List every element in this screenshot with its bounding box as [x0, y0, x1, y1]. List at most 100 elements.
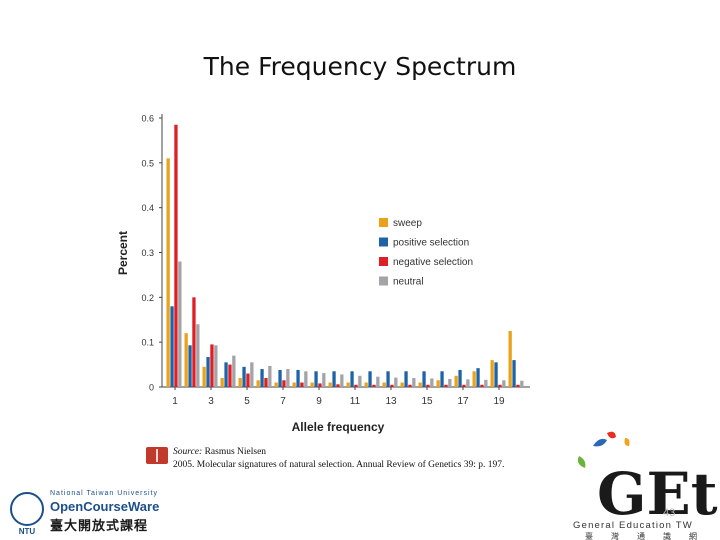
bar-sweep — [400, 382, 404, 387]
legend-label-positive: positive selection — [393, 238, 469, 249]
bar-sweep — [364, 382, 368, 387]
bar-sweep — [166, 158, 170, 387]
bar-positive — [260, 369, 264, 387]
x-tick-label: 7 — [280, 396, 286, 407]
bar-negative — [498, 384, 502, 387]
legend-label-sweep: sweep — [393, 218, 422, 229]
page-number: 43 — [663, 507, 676, 519]
bar-positive — [188, 345, 192, 387]
source-reference: 2005. Molecular signatures of natural se… — [173, 460, 505, 470]
bar-neutral — [502, 380, 506, 387]
bar-neutral — [430, 378, 434, 387]
allele-frequency-chart: 00.10.20.30.40.50.61 3 5 7 9 11 13 15 17 19 Perce… — [116, 114, 530, 434]
y-tick-label: 0.3 — [141, 248, 154, 258]
bar-negative — [246, 373, 250, 387]
bar-neutral — [340, 374, 344, 387]
legend-swatch-negative — [379, 257, 388, 266]
x-tick-label: 19 — [493, 396, 505, 407]
bar-positive — [512, 360, 516, 387]
legend-swatch-positive — [379, 237, 388, 247]
bar-positive — [458, 369, 462, 387]
get-subtitle: General Education TW — [573, 520, 693, 531]
bar-positive — [404, 371, 408, 387]
bar-negative — [318, 383, 322, 387]
plot-area: 00.10.20.30.40.50.61 3 5 7 9 11 13 15 17 19 — [141, 114, 530, 407]
bar-sweep — [382, 382, 386, 387]
bar-neutral — [520, 380, 524, 387]
bar-neutral — [394, 377, 398, 387]
bar-sweep — [346, 382, 350, 387]
bar-neutral — [322, 373, 326, 387]
bar-negative — [516, 384, 520, 387]
ocw-cjk-name: 臺大開放式課程 — [50, 518, 149, 533]
bar-negative — [300, 382, 304, 387]
get-logo: GEt General Education TW 臺灣通識網 — [573, 431, 718, 540]
book-icon — [146, 447, 168, 464]
bar-sweep — [292, 382, 296, 387]
bar-positive — [278, 369, 282, 387]
bar-neutral — [268, 365, 272, 387]
bar-positive — [440, 371, 444, 387]
bar-negative — [174, 124, 178, 387]
x-tick-label: 11 — [350, 396, 361, 407]
bar-negative — [336, 384, 340, 387]
bar-negative — [390, 384, 394, 387]
source-citation: Source: Rasmus Nielsen 2005. Molecular s… — [173, 446, 504, 472]
y-axis-label: Percent — [116, 231, 130, 275]
bar-sweep — [184, 333, 188, 387]
bar-sweep — [490, 360, 494, 387]
ntu-name: National Taiwan University — [50, 490, 158, 497]
bar-positive — [332, 371, 336, 387]
bar-sweep — [454, 375, 458, 387]
legend-swatch-sweep — [379, 218, 388, 227]
y-tick-label: 0.5 — [141, 158, 154, 168]
bar-negative — [444, 384, 448, 387]
chart-legend: sweep positive selection negative selectio… — [379, 218, 473, 288]
bar-neutral — [232, 355, 236, 387]
bar-positive — [170, 306, 174, 387]
y-tick-label: 0.2 — [141, 293, 154, 303]
bar-positive — [224, 362, 228, 387]
source-lead: Source: — [173, 447, 203, 457]
bar-positive — [206, 356, 210, 387]
bar-negative — [372, 384, 376, 387]
bar-sweep — [436, 380, 440, 387]
bar-negative — [264, 378, 268, 387]
bar-negative — [426, 384, 430, 387]
bar-negative — [282, 380, 286, 387]
bar-neutral — [412, 378, 416, 387]
bar-positive — [314, 371, 318, 387]
bar-positive — [494, 362, 498, 387]
bar-positive — [242, 366, 246, 387]
bar-negative — [462, 384, 466, 387]
bar-negative — [192, 297, 196, 387]
y-tick-label: 0.6 — [141, 114, 154, 124]
bar-negative — [354, 384, 358, 387]
bar-sweep — [238, 378, 242, 387]
legend-swatch-neutral — [379, 276, 388, 286]
ntu-seal-icon: NTU — [10, 492, 44, 536]
legend-label-neutral: neutral — [393, 277, 424, 288]
y-tick-label: 0.4 — [141, 203, 154, 213]
ntu-seal-label: NTU — [18, 527, 36, 536]
bar-positive — [368, 371, 372, 387]
x-tick-label: 13 — [385, 396, 397, 407]
x-tick-label: 9 — [316, 396, 322, 407]
bar-neutral — [358, 375, 362, 387]
x-tick-label: 5 — [244, 396, 250, 407]
x-tick-label: 17 — [457, 396, 469, 407]
x-tick-label: 3 — [208, 396, 214, 407]
y-tick-label: 0.1 — [141, 338, 154, 348]
bar-neutral — [466, 379, 470, 387]
bar-sweep — [508, 330, 512, 387]
bar-neutral — [196, 324, 200, 387]
bar-sweep — [310, 382, 314, 387]
ocw-name: OpenCourseWare — [50, 499, 160, 514]
bar-sweep — [202, 366, 206, 387]
bar-positive — [386, 371, 390, 387]
bar-neutral — [304, 371, 308, 387]
bar-positive — [296, 369, 300, 387]
bar-neutral — [214, 345, 218, 387]
x-axis-label: Allele frequency — [292, 420, 385, 434]
bar-neutral — [376, 376, 380, 387]
